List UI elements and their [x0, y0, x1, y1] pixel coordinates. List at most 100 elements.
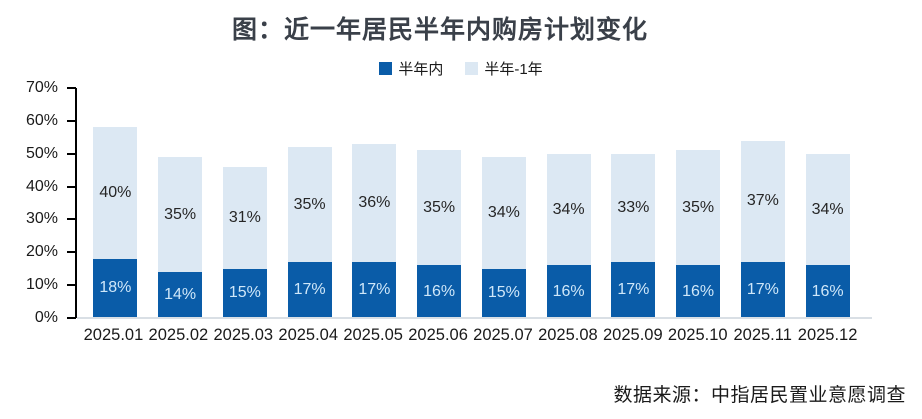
y-axis-tick-label: 40% — [25, 177, 58, 195]
x-axis-category-label: 2025.09 — [603, 326, 663, 344]
data-source: 数据来源：中指居民置业意愿调查 — [613, 385, 906, 406]
bar-column: 35% 14% — [148, 88, 213, 318]
bar-segment-half-to-one-year: 34% — [805, 153, 850, 266]
legend-item-half-year: 半年内 — [379, 58, 443, 79]
y-axis-tick-label: 70% — [25, 79, 58, 96]
bar-column: 34% 15% — [472, 88, 537, 318]
y-axis-tick — [67, 284, 76, 287]
bar-segment-within-half-year: 16% — [546, 265, 591, 318]
bar-value-label: 17% — [358, 281, 391, 299]
bar-column: 35% 17% — [277, 88, 342, 318]
x-axis-category-label: 2025.05 — [343, 326, 403, 344]
bar-value-label: 34% — [487, 203, 520, 221]
x-axis-category-label: 2025.02 — [148, 326, 209, 344]
bar-value-label: 14% — [164, 286, 197, 303]
x-axis-category-label: 2025.08 — [538, 326, 598, 344]
bar-segment-within-half-year: 17% — [287, 262, 332, 318]
bar-segment-within-half-year: 15% — [481, 268, 526, 318]
bar-column: 34% 16% — [536, 88, 601, 318]
x-axis-category-label: 2025.11 — [733, 326, 792, 344]
y-axis-tick — [67, 185, 76, 188]
bar-segment-half-to-one-year: 36% — [352, 143, 397, 263]
y-axis-tick — [67, 251, 76, 254]
y-axis-tick — [67, 119, 76, 122]
x-axis-category-label: 2025.04 — [278, 326, 339, 344]
bar-segment-half-to-one-year: 35% — [158, 157, 203, 272]
x-axis-category-label: 2025.01 — [83, 326, 144, 344]
legend-swatch-light-blue — [465, 62, 479, 75]
plot-area: 40% 18% 35% 14% 31% 15% 35% 17% 36% 17% 35% 16% 34% 1… — [67, 87, 872, 319]
x-axis-baseline — [77, 317, 872, 319]
chart-title: 图：近一年居民半年内购房计划变化 — [231, 16, 648, 44]
legend-label-half-year: 半年内 — [398, 61, 444, 78]
bar-value-label: 35% — [164, 205, 197, 223]
bar-value-label: 16% — [552, 282, 585, 300]
bar-value-label: 35% — [293, 195, 326, 213]
bar-value-label: 35% — [423, 198, 456, 216]
bar-segment-half-to-one-year: 35% — [287, 147, 332, 263]
bar-column: 34% 16% — [795, 88, 860, 318]
bar-value-label: 15% — [228, 284, 261, 302]
bar-segment-half-to-one-year: 40% — [93, 127, 138, 259]
bar-value-label: 40% — [99, 184, 132, 202]
bar-value-label: 16% — [811, 282, 844, 300]
legend-swatch-dark-blue — [379, 62, 393, 75]
x-axis-labels: 2025.01 2025.02 2025.03 2025.04 2025.05 2025.… — [75, 326, 866, 345]
bar-value-label: 31% — [228, 208, 261, 226]
y-axis-tick-label: 20% — [25, 243, 58, 261]
bar-value-label: 17% — [746, 281, 779, 299]
bar-column: 31% 15% — [213, 88, 278, 318]
bar-segment-within-half-year: 17% — [352, 262, 397, 318]
bar-segment-half-to-one-year: 34% — [481, 157, 526, 269]
bar-segment-within-half-year: 17% — [611, 262, 656, 318]
legend-label-half-to-one-year: 半年-1年 — [484, 61, 543, 78]
bar-value-label: 35% — [682, 198, 715, 216]
bar-column: 35% 16% — [407, 88, 472, 318]
chart-legend: 半年内 半年-1年 — [0, 58, 922, 79]
y-axis-tick-label: 0% — [34, 309, 58, 326]
stacked-bar-chart: 70% 60% 50% 40% 30% 20% 10% 0% 40% 18% 35% 14% 31% 1… — [0, 79, 922, 348]
bar-value-label: 16% — [682, 282, 715, 300]
x-axis-category-label: 2025.12 — [797, 326, 858, 344]
bar-segment-within-half-year: 15% — [222, 268, 267, 318]
legend-item-half-to-one-year: 半年-1年 — [465, 58, 543, 79]
bar-column: 33% 17% — [601, 88, 666, 318]
bar-segment-within-half-year: 16% — [805, 265, 850, 318]
bar-column: 36% 17% — [342, 88, 407, 318]
y-axis-tick — [67, 87, 76, 89]
y-axis: 70% 60% 50% 40% 30% 20% 10% 0% — [0, 79, 60, 326]
bar-value-label: 33% — [617, 198, 650, 216]
x-axis-category-label: 2025.03 — [213, 326, 274, 344]
bar-segment-within-half-year: 18% — [93, 258, 138, 318]
bar-segment-within-half-year: 17% — [740, 262, 785, 318]
x-axis-category-label: 2025.10 — [667, 326, 728, 344]
y-axis-tick-label: 10% — [25, 276, 58, 294]
bar-segment-half-to-one-year: 35% — [676, 150, 721, 266]
bar-column: 35% 16% — [666, 88, 731, 318]
bar-value-label: 18% — [99, 279, 132, 297]
bar-segment-half-to-one-year: 37% — [740, 140, 785, 263]
bar-value-label: 17% — [617, 281, 650, 299]
bar-segment-within-half-year: 14% — [158, 272, 203, 318]
bar-columns: 40% 18% 35% 14% 31% 15% 35% 17% 36% 17% 35% 16% 34% 1… — [77, 88, 866, 318]
bar-value-label: 16% — [423, 282, 456, 300]
bar-value-label: 37% — [746, 192, 779, 210]
bar-segment-within-half-year: 16% — [676, 265, 721, 318]
bar-value-label: 36% — [358, 194, 391, 212]
y-axis-tick — [67, 152, 76, 155]
bar-segment-half-to-one-year: 33% — [611, 153, 656, 263]
bar-column: 40% 18% — [83, 88, 148, 318]
bar-value-label: 34% — [552, 200, 585, 218]
bar-segment-half-to-one-year: 35% — [417, 150, 462, 266]
x-axis-category-label: 2025.06 — [408, 326, 468, 344]
y-axis-tick-label: 50% — [25, 144, 58, 162]
bar-value-label: 17% — [293, 281, 326, 299]
y-axis-tick — [67, 218, 76, 221]
y-axis-tick — [67, 317, 76, 319]
bar-value-label: 34% — [811, 200, 844, 218]
bar-segment-half-to-one-year: 31% — [222, 166, 267, 269]
bar-value-label: 15% — [487, 284, 520, 302]
bar-segment-within-half-year: 16% — [417, 265, 462, 318]
y-axis-tick-label: 30% — [25, 210, 58, 228]
